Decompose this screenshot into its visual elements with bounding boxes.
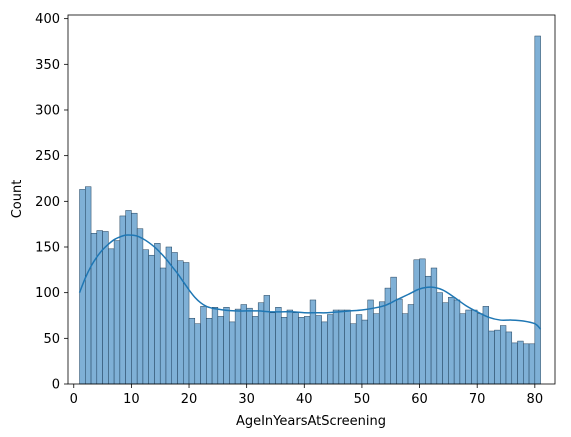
histogram-bar	[183, 262, 190, 385]
histogram-bar	[119, 215, 126, 385]
histogram-bar	[390, 276, 397, 385]
histogram-bar	[499, 325, 507, 385]
y-tick-label: 0	[52, 378, 60, 393]
histogram-bar	[517, 340, 524, 385]
histogram-bar	[194, 323, 201, 385]
histogram-bar	[286, 309, 294, 385]
x-tick-label: 50	[354, 392, 371, 407]
histogram-bar	[528, 343, 536, 385]
histogram-bar	[355, 314, 363, 385]
x-axis: 0 10 20 30 40 50 60 70 80	[70, 384, 543, 407]
histogram-bar	[298, 317, 305, 385]
histogram-bar	[223, 307, 230, 385]
x-tick-label: 20	[181, 392, 198, 407]
histogram-bar	[211, 307, 219, 385]
histogram-bar	[102, 231, 109, 385]
histogram-bar	[246, 307, 253, 385]
histogram-bar	[413, 259, 420, 385]
histogram-bar	[280, 317, 288, 385]
histogram-bar	[159, 267, 167, 385]
histogram-bar	[275, 307, 282, 385]
histogram-bar	[407, 304, 415, 385]
y-axis: 0 50 100 150 200 250 300 350 400	[35, 12, 68, 393]
histogram-bar	[136, 228, 144, 385]
histogram-bar	[361, 319, 368, 385]
histogram-bar	[378, 301, 386, 385]
histogram-bar	[315, 315, 322, 385]
histogram-bar	[321, 321, 328, 385]
histogram-bar	[442, 302, 449, 385]
histogram-bar	[459, 313, 466, 385]
y-tick-label: 400	[35, 12, 60, 27]
histogram-bar	[188, 317, 196, 385]
histogram-bar	[476, 313, 484, 385]
y-axis-title: Count	[10, 180, 25, 219]
histogram-bar	[482, 306, 489, 385]
histogram-bar	[367, 299, 374, 385]
histogram-bar	[304, 316, 311, 385]
histogram-bar	[494, 329, 501, 385]
histogram-bar	[257, 302, 265, 385]
histogram-bar	[206, 317, 213, 385]
histogram-bar	[229, 321, 236, 385]
x-tick-label: 10	[123, 392, 140, 407]
histogram-bar	[269, 312, 276, 385]
y-tick-label: 350	[35, 58, 60, 73]
histogram-bar	[430, 267, 438, 385]
histogram-bar	[350, 323, 357, 385]
histogram-bar	[165, 246, 172, 385]
histogram-bar	[344, 309, 351, 385]
histogram-bar	[471, 309, 478, 385]
histogram-bar	[154, 243, 161, 385]
histogram-bar	[263, 295, 270, 385]
y-tick-label: 200	[35, 195, 60, 210]
x-tick-label: 40	[296, 392, 313, 407]
x-tick-label: 60	[411, 392, 428, 407]
x-axis-title: AgeInYearsAtScreening	[236, 414, 386, 429]
histogram-bar	[338, 309, 345, 385]
x-tick-label: 0	[70, 392, 78, 407]
histogram-bar	[488, 330, 495, 385]
histogram-bar	[465, 309, 472, 385]
y-tick-label: 100	[35, 286, 60, 301]
x-tick-label: 70	[469, 392, 486, 407]
histogram-bar	[240, 304, 247, 385]
y-tick-label: 250	[35, 149, 60, 164]
histogram-bar	[113, 240, 121, 385]
histogram-bar	[90, 233, 98, 385]
histogram-bar	[85, 186, 92, 385]
y-tick-label: 50	[43, 332, 60, 347]
histogram-bar	[523, 343, 530, 385]
histogram-bar	[125, 210, 132, 385]
x-tick-label: 30	[238, 392, 255, 407]
histogram-bar	[402, 313, 409, 385]
histogram-bar	[534, 35, 541, 385]
histogram-bar	[252, 316, 259, 385]
histogram-bar	[373, 313, 380, 385]
histogram-bar	[505, 331, 513, 385]
histogram-bar	[436, 292, 443, 385]
y-tick-label: 150	[35, 240, 60, 255]
kde-line	[78, 234, 542, 330]
histogram-bar	[332, 309, 340, 385]
histogram-bar	[108, 248, 115, 385]
histogram-bar	[292, 312, 299, 385]
histogram-bar	[217, 316, 224, 385]
histogram-bar	[142, 249, 149, 385]
histogram-bar	[419, 258, 426, 385]
histogram-bar	[453, 299, 461, 385]
histogram-bar	[131, 212, 138, 385]
x-tick-label: 80	[527, 392, 544, 407]
histogram-bar	[234, 308, 242, 385]
plot-frame	[67, 14, 556, 385]
histogram-bar	[148, 254, 155, 385]
y-tick-label: 300	[35, 103, 60, 118]
histogram-bar	[327, 314, 334, 385]
histogram-bar	[396, 298, 403, 385]
histogram-bar	[425, 275, 432, 385]
histogram-bar	[511, 342, 518, 385]
histogram-bar	[448, 296, 455, 385]
histogram-bar	[200, 306, 207, 385]
